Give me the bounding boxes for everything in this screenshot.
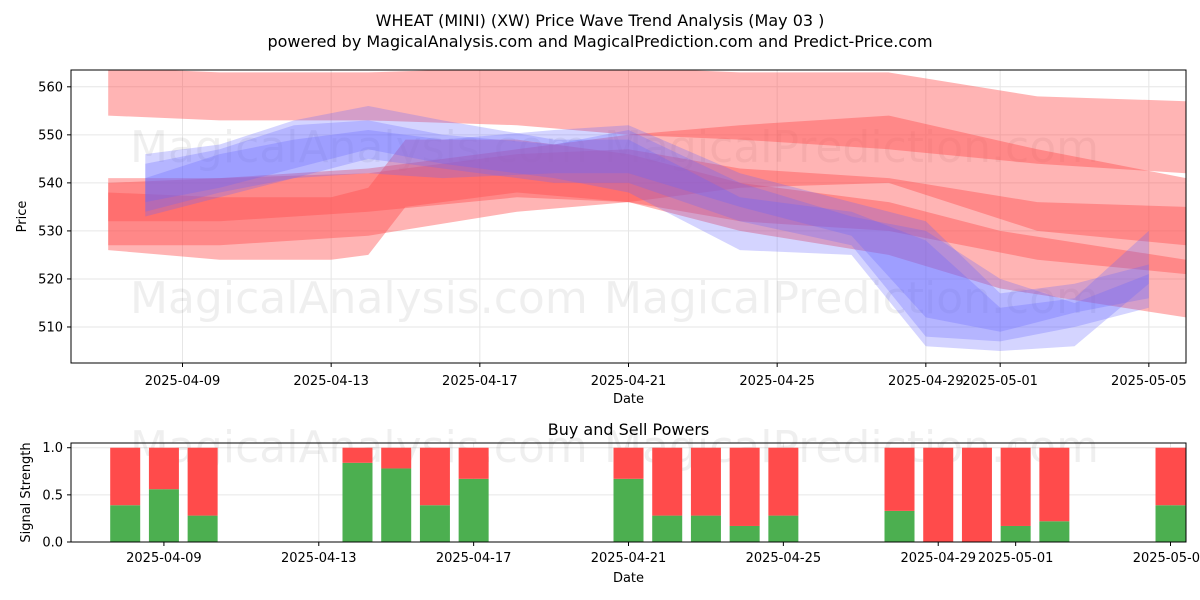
red-price-band [108,115,1186,246]
sell-bar [961,447,992,542]
x-tick-label: 2025-04-13 [293,374,369,389]
x-tick-label: 2025-05-05 [1111,374,1187,389]
watermark-text: MagicalPrediction.com [604,273,1099,324]
sell-bar [1155,447,1186,506]
watermark-text: MagicalAnalysis.com [130,273,588,324]
buy-bar [187,515,218,542]
x-tick-label: 2025-05-01 [962,374,1038,389]
x-tick-label: 2025-04-25 [739,374,815,389]
y-tick-label: 550 [38,128,63,143]
buy-bar [690,515,721,542]
sell-bar [148,447,179,490]
y-tick-label: 520 [38,272,63,287]
blue-price-band [145,120,1149,342]
blue-price-band [145,106,1149,351]
buy-bar [652,515,683,542]
watermark-text: MagicalPrediction.com [604,122,1099,173]
sell-bar [187,447,218,516]
x-tick-label: 2025-05-05 [1133,551,1200,566]
sell-bar [381,447,412,469]
sell-bar [768,447,799,516]
sell-bar [110,447,141,506]
buy-bar [1155,505,1186,542]
sell-bar [690,447,721,516]
y-tick-label: 510 [38,320,63,335]
red-price-band [108,139,1186,318]
watermark-text: MagicalAnalysis.com [130,122,588,173]
buy-bar [1039,521,1070,542]
x-tick-label: 2025-04-21 [591,551,667,566]
x-axis-label: Date [613,392,644,407]
y-tick-label: 560 [38,80,63,95]
y-tick-label: 0.0 [42,536,63,551]
sell-bar [652,447,683,516]
buy-bar [148,489,179,542]
x-tick-label: 2025-04-09 [145,374,221,389]
x-tick-label: 2025-04-29 [900,551,976,566]
buy-bar [1000,525,1031,542]
signal-title: Buy and Sell Powers [548,420,710,439]
red-price-band [108,70,1186,174]
buy-bar [110,505,141,542]
buy-bar [613,478,644,542]
blue-price-band [145,125,1149,332]
x-tick-label: 2025-04-09 [126,551,202,566]
y-axis-label: Signal Strength [19,442,34,542]
sell-bar [458,447,489,479]
red-price-band [108,149,1186,275]
sell-bar [884,447,915,511]
x-tick-label: 2025-04-13 [281,551,357,566]
buy-bar [419,505,450,542]
x-tick-label: 2025-04-17 [442,374,518,389]
x-tick-label: 2025-04-21 [591,374,667,389]
price-bands [108,70,1186,351]
y-tick-label: 0.5 [42,488,63,503]
buy-bar [768,515,799,542]
y-tick-label: 530 [38,224,63,239]
buy-bar [381,468,412,542]
sell-bar [1039,447,1070,522]
price-panel: MagicalAnalysis.com MagicalAnalysis.com Ma… [15,69,1187,407]
chart-subtitle: powered by MagicalAnalysis.com and Magic… [267,32,932,51]
sell-bar [1000,447,1031,526]
sell-bar [613,447,644,479]
buy-bar [342,462,373,542]
y-tick-label: 1.0 [42,441,63,456]
sell-bar [419,447,450,506]
chart-title: WHEAT (MINI) (XW) Price Wave Trend Analy… [376,11,825,30]
buy-bar [729,525,760,542]
buy-bar [458,478,489,542]
x-tick-label: 2025-04-25 [746,551,822,566]
x-tick-label: 2025-04-17 [436,551,512,566]
sell-bar [729,447,760,526]
sell-bar [342,447,373,463]
x-tick-label: 2025-04-29 [888,374,964,389]
y-tick-label: 540 [38,176,63,191]
y-axis-label: Price [15,201,30,233]
buy-bar [884,510,915,542]
x-tick-label: 2025-05-01 [978,551,1054,566]
sell-bar [923,447,954,542]
x-axis-label: Date [613,571,644,586]
